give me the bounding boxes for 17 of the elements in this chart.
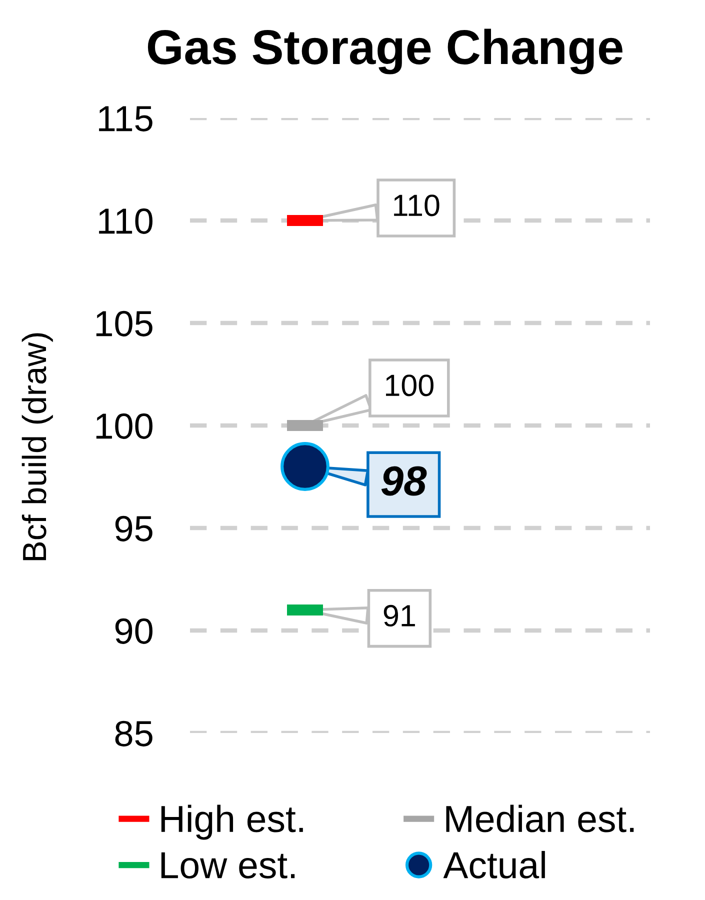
data-label: 91 (384, 604, 415, 627)
y-tick-label: 95 (115, 516, 152, 542)
legend-label: Median est. (446, 804, 634, 832)
y-axis-title: Bcf build (draw) (22, 333, 53, 560)
data-label: 98 (381, 466, 427, 496)
y-tick-label: 115 (99, 106, 152, 132)
y-tick-label: 90 (115, 618, 152, 644)
data-label: 110 (394, 194, 440, 216)
legend-label: Low est. (161, 852, 295, 878)
y-tick-label: 110 (99, 208, 152, 234)
y-tick-label: 100 (96, 413, 152, 439)
legend-label: High est. (161, 804, 303, 840)
data-label: 100 (386, 374, 434, 396)
legend-label: Actual (443, 850, 545, 878)
y-tick-label: 105 (96, 310, 152, 336)
y-tick-label: 85 (115, 720, 152, 746)
chart-title: Gas Storage Change (148, 28, 622, 74)
